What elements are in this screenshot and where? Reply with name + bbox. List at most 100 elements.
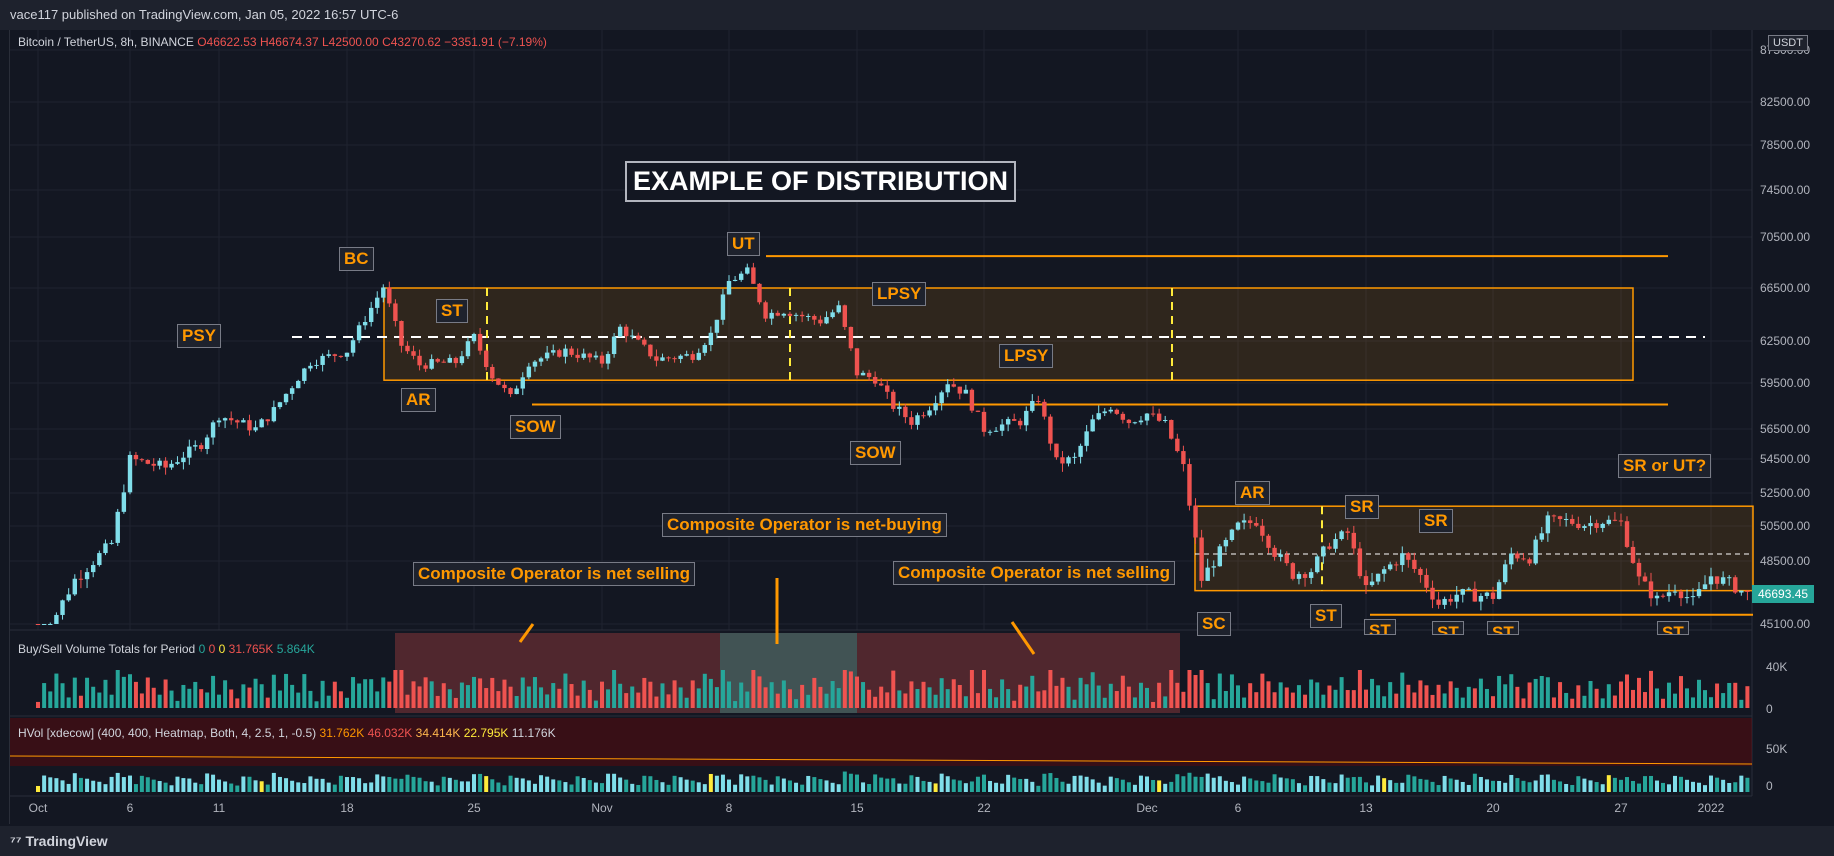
heatmap-bar [1515, 778, 1520, 792]
candle-body [544, 352, 550, 359]
heatmap-bar [1321, 779, 1326, 792]
price-chart[interactable]: 45100.00 48500.00 50500.00 52500.00 54500.00… [0, 30, 1834, 826]
heatmap-bar [502, 785, 507, 792]
volume-bar [54, 673, 59, 708]
volume-bar [133, 681, 138, 708]
heatmap-bar [1478, 776, 1483, 792]
heatmap-bar [1721, 779, 1726, 792]
volume-bar [1545, 677, 1550, 708]
volume-bar [903, 693, 908, 708]
heatmap-bar [1679, 776, 1683, 792]
volume-bar [818, 686, 823, 708]
heatmap-bar [1278, 777, 1283, 792]
heatmap-bar [1625, 777, 1629, 792]
heatmap-bar [757, 777, 762, 792]
heatmap-band [10, 718, 1752, 766]
candle-body [1515, 553, 1520, 559]
candle-body [1169, 420, 1174, 439]
y-tick-label: 48500.00 [1760, 554, 1810, 568]
candle-body [769, 312, 774, 319]
indicator2-name: HVol [xdecow] (400, 400, Heatmap, Both, … [18, 726, 317, 740]
volume-bar [1460, 697, 1465, 708]
volume-bar [1018, 684, 1023, 708]
heatmap-bar [85, 778, 90, 792]
heatmap-bar [1315, 776, 1320, 792]
candle-body [793, 314, 799, 316]
heatmap-bar [54, 778, 59, 792]
heatmap-bar [1078, 775, 1083, 792]
candle-body [222, 418, 228, 421]
heatmap-bar [490, 779, 495, 792]
volume-bar [830, 681, 835, 708]
candle-body [417, 355, 422, 366]
volume-bar [1448, 681, 1453, 708]
heatmap-bar [1018, 779, 1023, 792]
candle-body [78, 578, 84, 580]
candle-body [818, 319, 823, 324]
heatmap-bar [363, 783, 368, 792]
candle-body [1144, 413, 1150, 421]
candle-body [1600, 523, 1605, 528]
heatmap-bar [909, 775, 914, 792]
currency-badge[interactable]: USDT [1768, 35, 1808, 51]
indicator1-name: Buy/Sell Volume Totals for Period [18, 642, 196, 656]
volume-bar [472, 676, 476, 708]
heatmap-bar [229, 783, 234, 792]
candle-body [1278, 554, 1283, 557]
candle-body [1545, 515, 1551, 534]
heatmap-bar [666, 784, 671, 792]
candle-body [1120, 413, 1126, 420]
volume-bar [1126, 686, 1131, 708]
volume-bar [1715, 683, 1720, 708]
candle-body [969, 389, 975, 411]
candle-body [1387, 564, 1393, 570]
candle-body [787, 313, 793, 316]
ohlc-close: C43270.62 [382, 35, 441, 49]
x-tick-label: Oct [29, 801, 48, 815]
heatmap-bar [969, 781, 974, 792]
volume-bar [490, 677, 495, 708]
candle-body [247, 420, 252, 431]
candle-body [927, 410, 932, 416]
candle-body [259, 419, 264, 428]
candle-body [1369, 581, 1375, 586]
heatmap-bar [739, 774, 744, 792]
candle-body [199, 445, 204, 449]
heatmap-bar [1448, 778, 1453, 792]
heatmap-bar [109, 776, 114, 792]
candle-body [939, 392, 944, 404]
heatmap-bar [1497, 780, 1502, 792]
volume-bar [581, 680, 586, 708]
volume-bar [1296, 685, 1301, 708]
volume-bar [769, 682, 774, 708]
candle-body [1072, 456, 1077, 458]
indicator2-tick: 0 [1766, 779, 1773, 793]
tradingview-logo[interactable]: ⁷⁷ TradingView [10, 833, 108, 849]
candle-body [508, 388, 513, 395]
candle-body [405, 345, 410, 352]
candle-body [775, 312, 780, 316]
heatmap-bar [927, 781, 932, 792]
heatmap-bar [1715, 777, 1720, 792]
candle-body [824, 317, 829, 324]
heatmap-bar [618, 777, 623, 792]
heatmap-bar [1570, 785, 1575, 792]
x-tick-label: 20 [1486, 801, 1500, 815]
label-sc: SC [1197, 612, 1231, 636]
heatmap-bar [60, 780, 65, 792]
label-lpsy: LPSY [872, 282, 927, 306]
candle-body [854, 348, 860, 376]
volume-bar [727, 681, 731, 708]
volume-bar [1400, 672, 1405, 708]
volume-bar [636, 692, 641, 708]
volume-bar [1060, 677, 1065, 708]
volume-bar [78, 695, 83, 708]
heatmap-bar [1484, 779, 1489, 792]
volume-bar [393, 670, 398, 708]
heatmap-bar [745, 776, 750, 792]
heatmap-bar [1424, 779, 1429, 792]
volume-bar [630, 686, 635, 708]
volume-bar [1345, 690, 1350, 708]
candle-body [1696, 589, 1702, 597]
candle-body [115, 511, 120, 543]
